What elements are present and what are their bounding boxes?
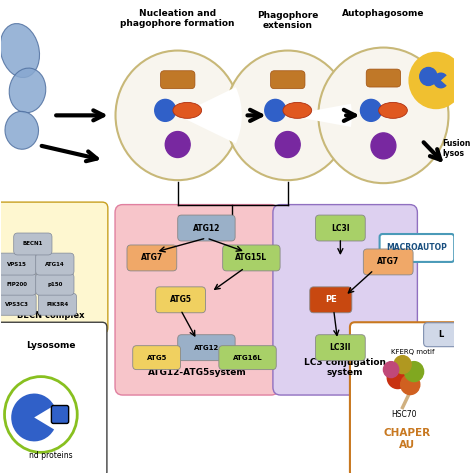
Text: CHAPER
AU: CHAPER AU <box>384 428 431 450</box>
Text: ATG7: ATG7 <box>377 257 399 266</box>
Text: ATG14: ATG14 <box>45 262 65 266</box>
Circle shape <box>409 53 463 109</box>
Text: KFERQ motif: KFERQ motif <box>391 349 435 355</box>
FancyBboxPatch shape <box>133 346 181 370</box>
FancyBboxPatch shape <box>178 215 235 241</box>
FancyBboxPatch shape <box>36 273 74 295</box>
Wedge shape <box>433 73 447 89</box>
Text: L: L <box>438 330 444 339</box>
Circle shape <box>387 366 408 389</box>
FancyBboxPatch shape <box>0 293 36 315</box>
Circle shape <box>116 51 240 180</box>
Ellipse shape <box>5 111 38 149</box>
Text: ATG5: ATG5 <box>170 295 191 304</box>
Text: ATG12: ATG12 <box>193 224 220 233</box>
FancyBboxPatch shape <box>273 205 418 395</box>
Text: LC3I: LC3I <box>331 224 350 233</box>
Text: ATG7: ATG7 <box>141 254 163 263</box>
Text: Lysosome: Lysosome <box>26 341 75 350</box>
Text: Phagophore
extension: Phagophore extension <box>257 11 319 30</box>
Circle shape <box>404 362 424 382</box>
Text: HSC70: HSC70 <box>391 410 417 419</box>
FancyBboxPatch shape <box>316 335 365 361</box>
Circle shape <box>319 47 448 183</box>
Text: Lysosome: Lysosome <box>409 61 454 70</box>
FancyBboxPatch shape <box>350 322 465 474</box>
FancyBboxPatch shape <box>0 202 108 334</box>
Ellipse shape <box>283 102 312 118</box>
FancyBboxPatch shape <box>0 253 36 275</box>
FancyBboxPatch shape <box>14 233 52 255</box>
FancyBboxPatch shape <box>424 323 458 346</box>
Ellipse shape <box>9 68 46 113</box>
Wedge shape <box>288 104 352 127</box>
FancyBboxPatch shape <box>115 205 279 395</box>
Circle shape <box>371 133 396 159</box>
FancyBboxPatch shape <box>219 346 276 370</box>
FancyBboxPatch shape <box>127 245 177 271</box>
Circle shape <box>226 51 350 180</box>
Text: MACROAUTOP: MACROAUTOP <box>386 244 447 253</box>
Text: LC3II: LC3II <box>329 343 351 352</box>
FancyBboxPatch shape <box>38 293 77 315</box>
Text: BECN1: BECN1 <box>23 241 43 246</box>
Text: nd proteins: nd proteins <box>28 451 72 460</box>
FancyBboxPatch shape <box>0 322 107 474</box>
FancyBboxPatch shape <box>51 405 69 423</box>
FancyBboxPatch shape <box>155 287 205 313</box>
Ellipse shape <box>0 24 39 78</box>
Text: ATG15L: ATG15L <box>235 254 267 263</box>
FancyBboxPatch shape <box>310 287 352 313</box>
FancyBboxPatch shape <box>0 273 36 295</box>
Text: ATG5: ATG5 <box>146 355 167 361</box>
Text: VPS3C3: VPS3C3 <box>5 302 29 307</box>
FancyBboxPatch shape <box>223 245 280 271</box>
FancyBboxPatch shape <box>271 71 305 89</box>
Circle shape <box>275 132 300 157</box>
Circle shape <box>155 100 176 121</box>
Circle shape <box>5 376 77 452</box>
Text: VPS15: VPS15 <box>7 262 27 266</box>
Circle shape <box>394 356 411 374</box>
Text: ATG16L: ATG16L <box>233 355 263 361</box>
Circle shape <box>360 100 382 121</box>
Circle shape <box>420 67 437 85</box>
Text: Fusion
lysos: Fusion lysos <box>443 138 471 158</box>
Ellipse shape <box>379 102 407 118</box>
Text: LC3 conjugation
system: LC3 conjugation system <box>304 358 386 377</box>
Text: PIK3R4: PIK3R4 <box>46 302 69 307</box>
Circle shape <box>265 100 286 121</box>
FancyBboxPatch shape <box>380 234 454 262</box>
Text: p150: p150 <box>47 282 63 287</box>
FancyBboxPatch shape <box>316 215 365 241</box>
Circle shape <box>401 374 420 394</box>
Text: PE: PE <box>325 295 337 304</box>
Circle shape <box>383 362 399 378</box>
Text: FIP200: FIP200 <box>7 282 27 287</box>
Text: Nucleation and
phagophore formation: Nucleation and phagophore formation <box>120 9 235 28</box>
FancyBboxPatch shape <box>161 71 195 89</box>
Circle shape <box>165 132 190 157</box>
Ellipse shape <box>173 102 201 118</box>
FancyBboxPatch shape <box>366 69 401 87</box>
Text: ATG12-ATG5system: ATG12-ATG5system <box>147 368 246 377</box>
Wedge shape <box>178 87 242 144</box>
Text: BECN complex: BECN complex <box>17 311 84 320</box>
Text: ATG12: ATG12 <box>194 345 219 351</box>
FancyBboxPatch shape <box>36 253 74 275</box>
FancyBboxPatch shape <box>364 249 413 275</box>
Wedge shape <box>11 393 54 441</box>
FancyBboxPatch shape <box>178 335 235 361</box>
Text: Autophagosome: Autophagosome <box>342 9 425 18</box>
